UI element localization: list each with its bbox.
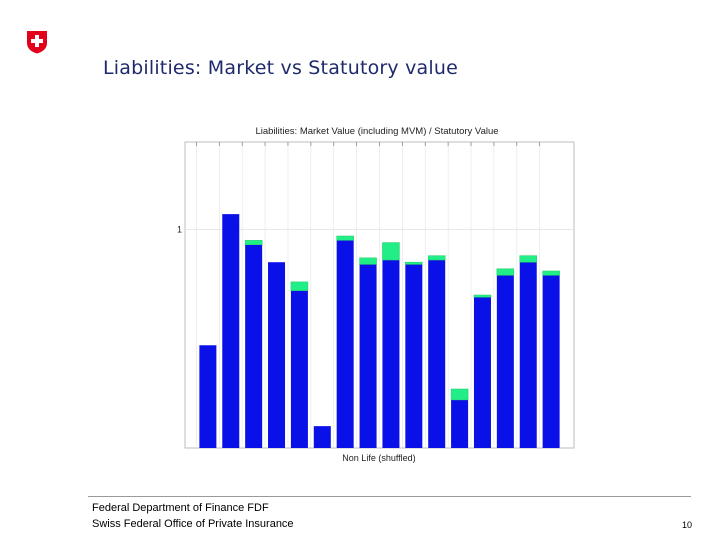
bar-base bbox=[313, 426, 331, 448]
bar-increment bbox=[427, 255, 446, 261]
bar-chart: 1 Liabilities: Market Value (including MV… bbox=[177, 126, 575, 463]
bar-increment bbox=[496, 268, 515, 276]
bar-base bbox=[542, 275, 560, 448]
bar-increment bbox=[359, 257, 377, 265]
bar-increment bbox=[336, 235, 354, 241]
footer-office: Swiss Federal Office of Private Insuranc… bbox=[92, 518, 294, 530]
bar-increment bbox=[450, 388, 469, 401]
bar-base bbox=[428, 260, 446, 448]
bar-base bbox=[451, 399, 469, 448]
bar-base bbox=[245, 244, 263, 448]
bar-base bbox=[405, 264, 423, 448]
bar-increment bbox=[290, 281, 309, 291]
bar-increment bbox=[244, 240, 263, 245]
bar-base bbox=[199, 345, 217, 448]
bar-base bbox=[382, 260, 400, 448]
swiss-cross-shield-icon bbox=[27, 31, 47, 54]
x-axis-label: Non Life (shuffled) bbox=[342, 453, 415, 463]
y-tick-label: 1 bbox=[177, 224, 182, 234]
bar-base bbox=[268, 262, 286, 448]
bar-base bbox=[336, 240, 354, 448]
bar-base bbox=[473, 297, 491, 448]
bar-base bbox=[290, 290, 308, 448]
bar-increment bbox=[382, 242, 400, 261]
page-number: 10 bbox=[681, 520, 692, 530]
bar-base bbox=[222, 214, 240, 448]
footer-department: Federal Department of Finance FDF bbox=[92, 502, 269, 514]
page-title: Liabilities: Market vs Statutory value bbox=[103, 57, 459, 79]
chart-title: Liabilities: Market Value (including MVM… bbox=[255, 126, 498, 137]
chart-container: 1 Liabilities: Market Value (including MV… bbox=[160, 118, 590, 468]
bar-increment bbox=[405, 261, 423, 265]
bar-increment bbox=[473, 294, 492, 298]
bar-base bbox=[519, 262, 537, 448]
bar-increment bbox=[542, 270, 560, 276]
bar-base bbox=[359, 264, 377, 448]
footer-divider bbox=[88, 496, 691, 497]
bar-increment bbox=[519, 255, 537, 263]
bar-base bbox=[496, 275, 514, 448]
